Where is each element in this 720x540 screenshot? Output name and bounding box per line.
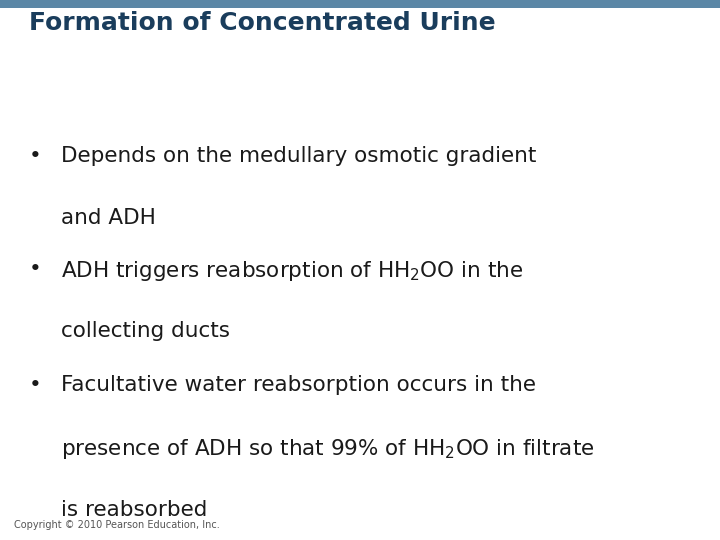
Text: Depends on the medullary osmotic gradient: Depends on the medullary osmotic gradien… xyxy=(61,146,536,166)
Text: is reabsorbed: is reabsorbed xyxy=(61,500,207,519)
Text: ADH triggers reabsorption of H$\mathregular{H_2}$OO in the: ADH triggers reabsorption of H$\mathregu… xyxy=(61,259,523,283)
Bar xyxy=(0,0,720,8)
Text: •: • xyxy=(29,375,42,395)
Text: Facultative water reabsorption occurs in the: Facultative water reabsorption occurs in… xyxy=(61,375,536,395)
Text: collecting ducts: collecting ducts xyxy=(61,321,230,341)
Text: Copyright © 2010 Pearson Education, Inc.: Copyright © 2010 Pearson Education, Inc. xyxy=(14,520,220,530)
Text: presence of ADH so that 99% of H$\mathregular{H_2}$OO in filtrate: presence of ADH so that 99% of H$\mathre… xyxy=(61,437,595,461)
Text: and ADH: and ADH xyxy=(61,208,156,228)
Text: •: • xyxy=(29,146,42,166)
Text: Formation of Concentrated Urine: Formation of Concentrated Urine xyxy=(29,11,495,35)
Text: •: • xyxy=(29,259,42,279)
